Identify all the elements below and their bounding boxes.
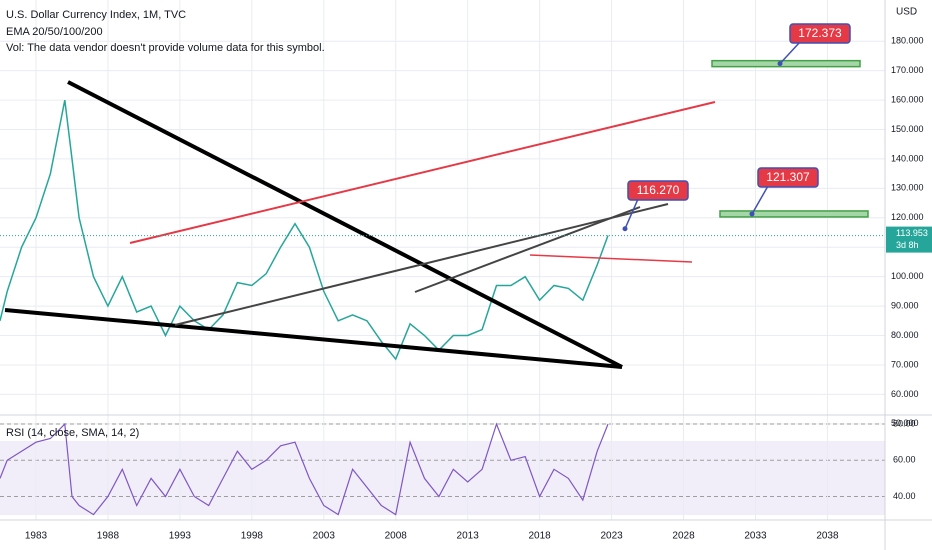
y-tick-label: 120.000	[891, 212, 924, 222]
target-zone	[719, 210, 869, 218]
price-line	[0, 99, 609, 361]
y-tick-label: 70.000	[891, 359, 919, 369]
grid	[0, 0, 885, 520]
trend-line	[529, 254, 693, 263]
indicator-legend: EMA 20/50/100/200	[6, 26, 103, 38]
callout-box	[627, 180, 689, 201]
callout-label: 172.373	[798, 26, 842, 40]
x-tick-label: 1983	[25, 531, 48, 542]
x-tick-label: 2018	[529, 531, 552, 542]
callout-box	[757, 167, 819, 188]
last-price-label: 113.953	[896, 228, 928, 238]
y-tick-label: 180.000	[891, 36, 924, 46]
target-zone	[711, 59, 861, 68]
x-tick-label: 2008	[385, 531, 408, 542]
rsi-tick-label: 80.00	[893, 418, 916, 428]
x-tick-label: 2038	[816, 531, 839, 542]
marks	[0, 99, 609, 516]
callout-label: 116.270	[637, 183, 680, 197]
callout-box	[789, 23, 851, 44]
trend-line	[129, 101, 716, 244]
x-tick-label: 2023	[600, 531, 623, 542]
callout-pointer	[624, 198, 639, 230]
callout-dot	[749, 211, 755, 217]
y-tick-label: 90.000	[891, 300, 919, 310]
chart-title: U.S. Dollar Currency Index, 1M, TVC	[6, 9, 186, 21]
y-tick-label: 170.000	[891, 65, 924, 75]
x-tick-label: 2003	[313, 531, 336, 542]
x-tick-label: 1993	[169, 531, 192, 542]
y-tick-label: 80.000	[891, 330, 919, 340]
callout-pointer	[779, 41, 801, 65]
callout-dot	[777, 61, 783, 67]
y-tick-label: 130.000	[891, 183, 924, 193]
drawings	[4, 80, 716, 369]
y-tick-label: 160.000	[891, 94, 924, 104]
rsi-band	[0, 441, 885, 515]
rsi-line	[0, 422, 609, 516]
countdown: 3d 8h	[896, 240, 919, 250]
callout-pointer	[751, 185, 769, 215]
callout-label: 121.307	[766, 170, 810, 184]
trend-line	[174, 203, 669, 326]
x-tick-label: 1998	[241, 531, 264, 542]
rsi-tick-label: 40.00	[893, 491, 916, 501]
trend-line	[414, 206, 641, 293]
x-tick-label: 2028	[672, 531, 695, 542]
y-tick-label: 100.000	[891, 271, 924, 281]
trend-line	[67, 80, 623, 369]
y-tick-label: 140.000	[891, 153, 924, 163]
y-tick-label: 50.000	[891, 418, 919, 428]
x-tick-label: 2033	[744, 531, 767, 542]
x-tick-label: 2013	[457, 531, 480, 542]
volume-note: Vol: The data vendor doesn't provide vol…	[6, 42, 325, 54]
trend-line	[4, 308, 623, 369]
y-axis-label: USD	[896, 7, 917, 18]
x-tick-label: 1988	[97, 531, 120, 542]
last-price-box	[886, 226, 932, 253]
callout-dot	[622, 226, 628, 232]
rsi-tick-label: 60.00	[893, 455, 916, 465]
rsi-legend: RSI (14, close, SMA, 14, 2)	[6, 427, 139, 439]
y-tick-label: 150.000	[891, 124, 924, 134]
y-tick-label: 60.000	[891, 389, 919, 399]
